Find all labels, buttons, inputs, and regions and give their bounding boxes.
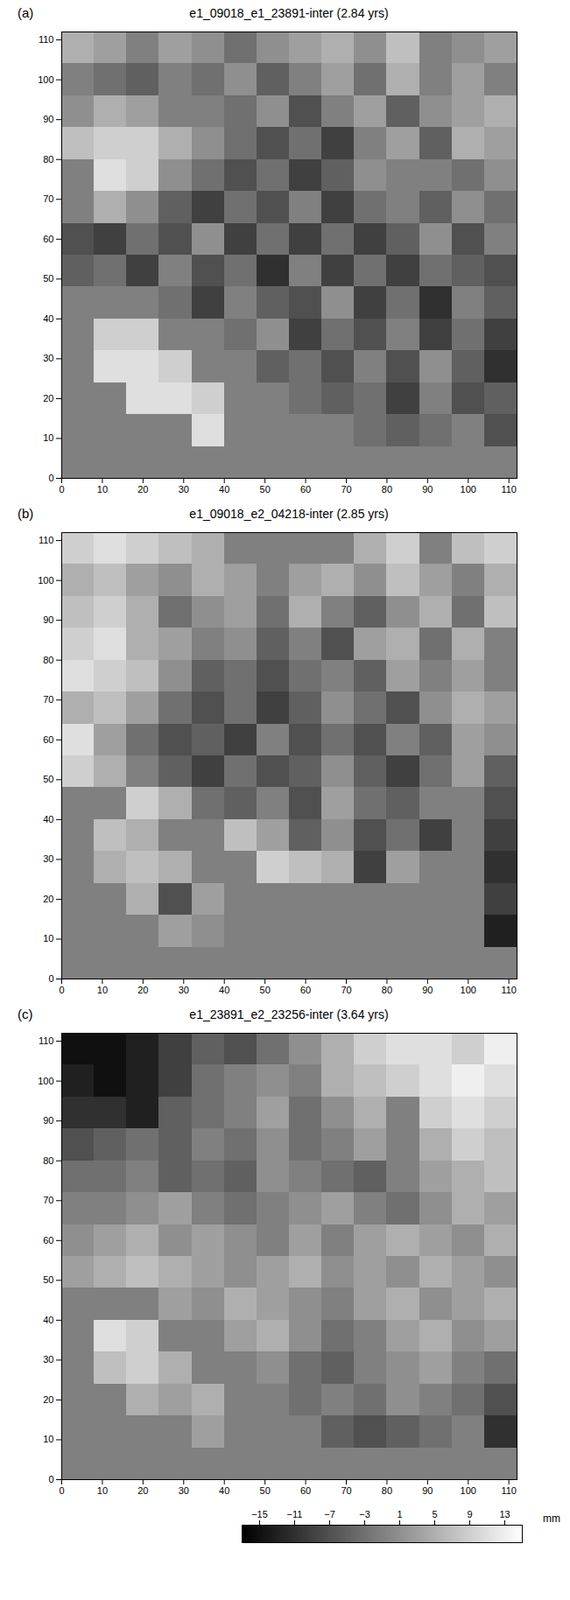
svg-text:80: 80 bbox=[381, 1485, 393, 1497]
svg-text:5: 5 bbox=[431, 1509, 437, 1520]
svg-text:20: 20 bbox=[137, 1485, 148, 1497]
svg-text:110: 110 bbox=[38, 1035, 55, 1047]
svg-text:60: 60 bbox=[42, 1235, 54, 1246]
svg-text:70: 70 bbox=[42, 694, 54, 705]
svg-text:90: 90 bbox=[42, 1115, 54, 1126]
svg-text:100: 100 bbox=[460, 1485, 477, 1497]
svg-text:100: 100 bbox=[37, 74, 54, 85]
svg-text:40: 40 bbox=[218, 1485, 230, 1497]
svg-text:30: 30 bbox=[42, 1354, 54, 1366]
svg-text:10: 10 bbox=[97, 985, 108, 996]
svg-text:0: 0 bbox=[48, 472, 54, 484]
svg-text:−3: −3 bbox=[358, 1509, 371, 1520]
svg-text:−15: −15 bbox=[251, 1509, 268, 1520]
svg-text:90: 90 bbox=[422, 1485, 433, 1497]
svg-text:110: 110 bbox=[38, 34, 55, 45]
svg-text:80: 80 bbox=[381, 484, 393, 495]
svg-text:100: 100 bbox=[460, 484, 477, 495]
svg-text:60: 60 bbox=[42, 734, 54, 746]
html-text:(a): (a) bbox=[17, 5, 34, 21]
svg-text:50: 50 bbox=[260, 1485, 271, 1497]
svg-text:20: 20 bbox=[42, 393, 54, 404]
svg-text:40: 40 bbox=[42, 313, 54, 324]
svg-text:30: 30 bbox=[42, 352, 54, 364]
svg-text:50: 50 bbox=[42, 1274, 54, 1286]
svg-text:13: 13 bbox=[499, 1509, 510, 1520]
svg-text:20: 20 bbox=[42, 893, 54, 905]
svg-text:10: 10 bbox=[42, 933, 54, 944]
svg-text:100: 100 bbox=[460, 985, 477, 996]
svg-text:70: 70 bbox=[42, 1195, 54, 1206]
svg-text:30: 30 bbox=[178, 484, 190, 495]
svg-text:9: 9 bbox=[466, 1509, 472, 1520]
svg-text:100: 100 bbox=[37, 1076, 54, 1087]
html-text:(b): (b) bbox=[17, 506, 34, 521]
svg-text:90: 90 bbox=[42, 614, 54, 626]
svg-text:20: 20 bbox=[137, 484, 148, 495]
svg-text:90: 90 bbox=[42, 113, 54, 125]
html-text:mm: mm bbox=[542, 1512, 561, 1526]
svg-text:40: 40 bbox=[42, 1315, 54, 1326]
svg-text:50: 50 bbox=[260, 484, 271, 495]
svg-text:20: 20 bbox=[42, 1394, 54, 1406]
html-text:e1_09018_e2_04218-inter (2.85: e1_09018_e2_04218-inter (2.85 yrs) bbox=[189, 506, 389, 521]
svg-text:−11: −11 bbox=[287, 1509, 303, 1520]
svg-text:−7: −7 bbox=[323, 1509, 336, 1520]
html-text:e1_09018_e1_23891-inter (2.84: e1_09018_e1_23891-inter (2.84 yrs) bbox=[189, 6, 389, 21]
svg-text:60: 60 bbox=[300, 1485, 311, 1497]
svg-text:0: 0 bbox=[48, 1474, 54, 1485]
svg-text:110: 110 bbox=[38, 534, 55, 546]
svg-text:60: 60 bbox=[300, 484, 311, 495]
svg-text:40: 40 bbox=[218, 985, 230, 996]
svg-text:20: 20 bbox=[137, 985, 148, 996]
svg-text:30: 30 bbox=[42, 853, 54, 865]
svg-text:40: 40 bbox=[42, 814, 54, 825]
svg-text:110: 110 bbox=[500, 985, 517, 996]
svg-text:30: 30 bbox=[178, 985, 190, 996]
svg-text:50: 50 bbox=[260, 985, 271, 996]
svg-text:1: 1 bbox=[396, 1509, 402, 1520]
svg-text:10: 10 bbox=[42, 432, 54, 444]
svg-text:50: 50 bbox=[42, 774, 54, 785]
svg-text:0: 0 bbox=[58, 985, 64, 996]
svg-text:0: 0 bbox=[58, 484, 64, 495]
svg-text:70: 70 bbox=[340, 484, 352, 495]
svg-text:50: 50 bbox=[42, 273, 54, 284]
html-text:(c): (c) bbox=[17, 1006, 33, 1022]
svg-text:10: 10 bbox=[97, 484, 108, 495]
svg-text:60: 60 bbox=[300, 985, 311, 996]
svg-text:90: 90 bbox=[422, 484, 433, 495]
svg-text:0: 0 bbox=[58, 1485, 64, 1497]
svg-text:70: 70 bbox=[340, 985, 352, 996]
svg-text:80: 80 bbox=[42, 154, 54, 165]
svg-text:60: 60 bbox=[42, 233, 54, 245]
svg-text:0: 0 bbox=[48, 973, 54, 985]
svg-text:110: 110 bbox=[500, 1485, 517, 1497]
svg-text:80: 80 bbox=[381, 985, 393, 996]
svg-text:40: 40 bbox=[218, 484, 230, 495]
svg-text:70: 70 bbox=[340, 1485, 352, 1497]
svg-text:80: 80 bbox=[42, 654, 54, 666]
svg-text:30: 30 bbox=[178, 1485, 190, 1497]
svg-text:110: 110 bbox=[500, 484, 517, 495]
svg-text:10: 10 bbox=[42, 1434, 54, 1445]
svg-text:100: 100 bbox=[37, 575, 54, 586]
svg-text:70: 70 bbox=[42, 193, 54, 205]
svg-text:80: 80 bbox=[42, 1155, 54, 1167]
svg-text:10: 10 bbox=[97, 1485, 108, 1497]
svg-text:90: 90 bbox=[422, 985, 433, 996]
html-text:e1_23891_e2_23256-inter (3.64: e1_23891_e2_23256-inter (3.64 yrs) bbox=[189, 1007, 389, 1022]
